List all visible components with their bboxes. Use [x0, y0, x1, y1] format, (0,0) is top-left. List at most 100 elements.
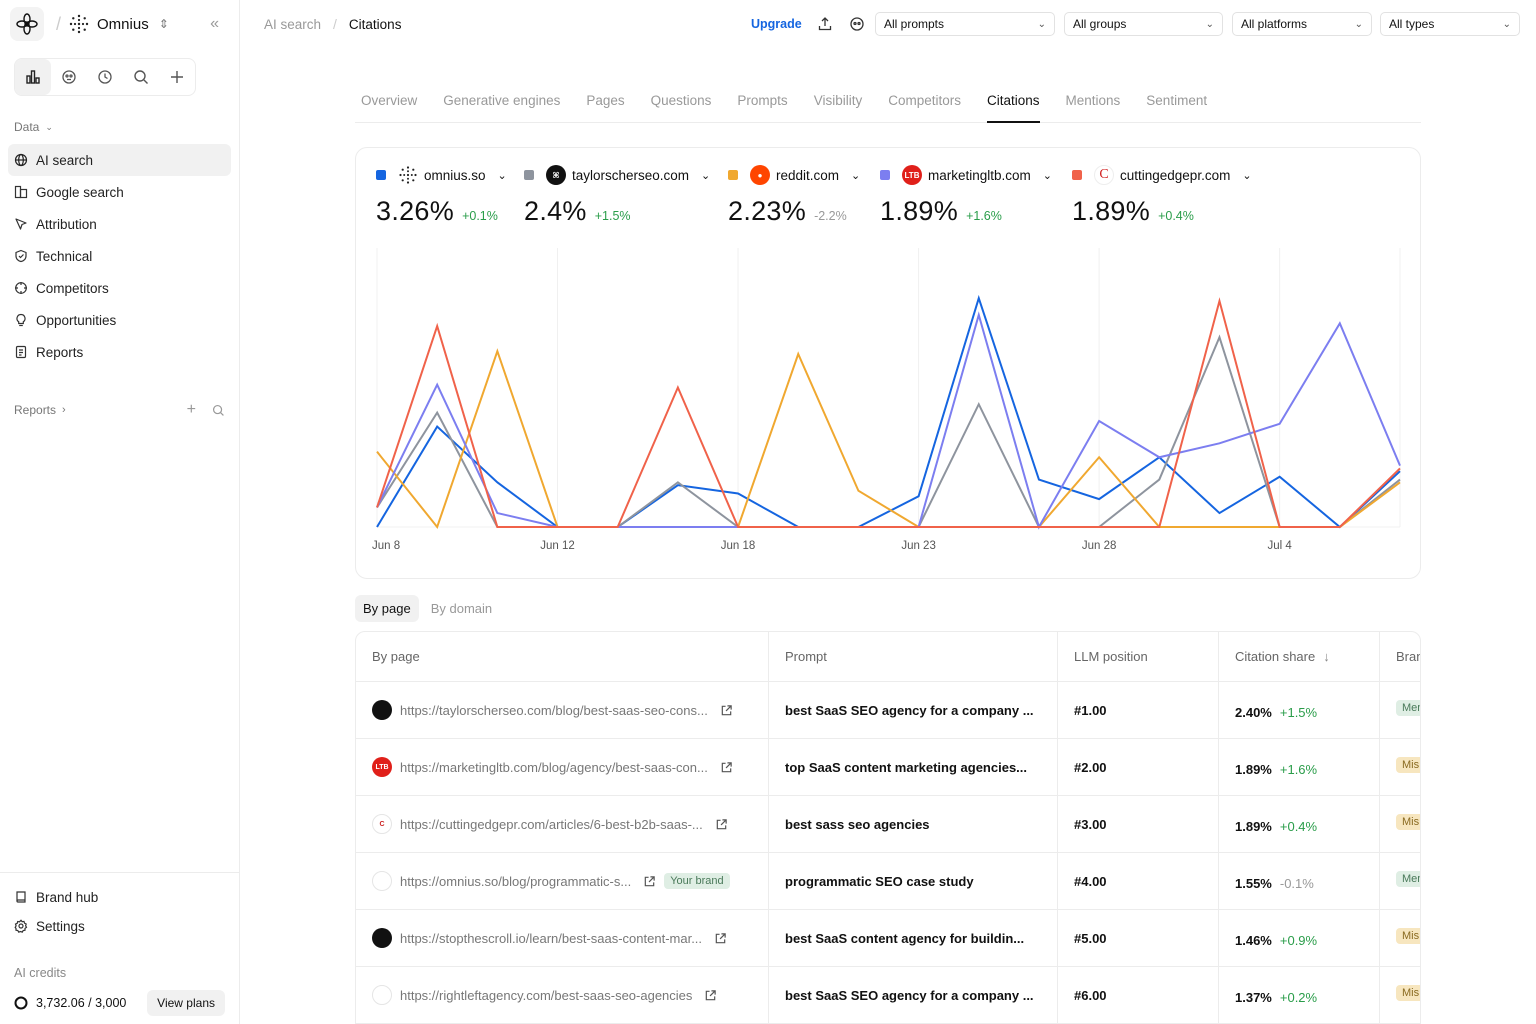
- book-icon: [16, 891, 26, 903]
- platforms-filter[interactable]: All platforms ⌄: [1232, 12, 1372, 36]
- sidebar-item-attribution[interactable]: Attribution: [8, 208, 231, 240]
- sidebar-item-google-search[interactable]: Google search: [8, 176, 231, 208]
- table-row[interactable]: https://omnius.so/blog/programmatic-s...…: [356, 853, 1420, 910]
- col-header-brand[interactable]: Bran: [1396, 649, 1421, 664]
- data-section-label[interactable]: Data ⌄: [0, 120, 239, 134]
- legend-value: 3.26%: [376, 196, 455, 226]
- legend-taylorscherseo[interactable]: ⌘ taylorscherseo.com ⌄ 2.4% +1.5%: [524, 164, 710, 227]
- legend-cuttingedgepr[interactable]: C cuttingedgepr.com ⌄ 1.89% +0.4%: [1072, 164, 1252, 227]
- page-url-link[interactable]: https://omnius.so/blog/programmatic-s...: [400, 873, 632, 889]
- prompt-text[interactable]: best SaaS SEO agency for a company ...: [785, 987, 1034, 1003]
- external-link-icon[interactable]: [720, 704, 733, 717]
- chevron-down-icon: ⌄: [1354, 18, 1363, 30]
- brand-status-chip: Mis: [1396, 928, 1420, 944]
- col-header-prompt[interactable]: Prompt: [769, 632, 1058, 681]
- table-row[interactable]: LTB https://marketingltb.com/blog/agency/…: [356, 739, 1420, 796]
- legend-reddit[interactable]: ● reddit.com ⌄ 2.23% -2.2%: [728, 164, 860, 227]
- credits-value: 3,732.06 / 3,000: [36, 996, 127, 1010]
- prompt-text[interactable]: best SaaS SEO agency for a company ...: [785, 702, 1034, 718]
- sidebar-item-competitors[interactable]: Competitors: [8, 272, 231, 304]
- col-header-page[interactable]: By page: [356, 632, 769, 681]
- export-icon[interactable]: [817, 16, 833, 32]
- cursor-icon: [15, 218, 27, 230]
- sidebar: / Omnius ⇕ « Data ⌄: [0, 0, 240, 1024]
- page-url-link[interactable]: https://stopthescroll.io/learn/best-saas…: [400, 930, 703, 946]
- x-tick-label: Jun 23: [901, 540, 936, 552]
- legend-marketingltb[interactable]: LTB marketingltb.com ⌄ 1.89% +1.6%: [880, 164, 1052, 227]
- sidebar-item-reports[interactable]: Reports: [8, 336, 231, 368]
- citation-share-delta: +1.5%: [1279, 704, 1318, 720]
- series-line-cuttingedgepr-com[interactable]: [376, 297, 1401, 528]
- legend-swatch: [376, 170, 386, 180]
- app-logo[interactable]: [10, 7, 44, 41]
- reports-section-label[interactable]: Reports: [14, 403, 57, 417]
- workspace-switch-icon[interactable]: ⇕: [158, 17, 169, 31]
- page-url-link[interactable]: https://taylorscherseo.com/blog/best-saa…: [400, 702, 708, 718]
- legend-omnius[interactable]: omnius.so ⌄ 3.26% +0.1%: [376, 164, 507, 227]
- sidebar-item-ai-search[interactable]: AI search: [8, 144, 231, 176]
- page-url-link[interactable]: https://cuttingedgepr.com/articles/6-bes…: [400, 816, 703, 832]
- groups-filter[interactable]: All groups ⌄: [1064, 12, 1223, 36]
- brand-status-chip: Mis: [1396, 985, 1420, 1001]
- data-section-text: Data: [14, 120, 40, 134]
- prompt-text[interactable]: programmatic SEO case study: [785, 873, 974, 889]
- series-line-omnius-so[interactable]: [376, 294, 1401, 529]
- page-url-link[interactable]: https://marketingltb.com/blog/agency/bes…: [400, 759, 708, 775]
- analytics-icon-button[interactable]: [15, 59, 51, 95]
- tab-citations[interactable]: Citations: [986, 86, 1040, 123]
- plus-icon: [171, 71, 183, 83]
- col-header-citation-share[interactable]: Citation share ↓: [1219, 632, 1380, 681]
- history-icon-button[interactable]: [87, 59, 123, 95]
- citations-table: By page Prompt LLM position Citation sha…: [355, 631, 1421, 1024]
- llm-position-cell: #5.00: [1058, 910, 1219, 966]
- robot-icon-button[interactable]: [51, 59, 87, 95]
- tab-visibility[interactable]: Visibility: [813, 93, 863, 108]
- tab-mentions[interactable]: Mentions: [1065, 93, 1121, 108]
- types-filter[interactable]: All types ⌄: [1380, 12, 1520, 36]
- sidebar-item-opportunities[interactable]: Opportunities: [8, 304, 231, 336]
- page-url-link[interactable]: https://rightleftagency.com/best-saas-se…: [400, 987, 693, 1003]
- tab-pages[interactable]: Pages: [586, 93, 625, 108]
- view-plans-button[interactable]: View plans: [147, 990, 225, 1016]
- sidebar-item-brand-hub[interactable]: Brand hub: [8, 881, 231, 913]
- prompt-text[interactable]: best sass seo agencies: [785, 816, 930, 832]
- external-link-icon[interactable]: [643, 875, 656, 888]
- col-header-llm-position[interactable]: LLM position: [1058, 632, 1219, 681]
- tab-sentiment[interactable]: Sentiment: [1146, 93, 1208, 108]
- by-domain-toggle[interactable]: By domain: [430, 601, 493, 616]
- breadcrumb-parent[interactable]: AI search: [264, 16, 322, 32]
- tab-prompts[interactable]: Prompts: [737, 93, 788, 108]
- prompts-filter[interactable]: All prompts ⌄: [875, 12, 1055, 36]
- omnius-dots-icon: [69, 14, 89, 34]
- tab-competitors[interactable]: Competitors: [888, 93, 961, 108]
- robot-settings-icon[interactable]: [849, 16, 865, 32]
- chevron-right-icon[interactable]: ›: [62, 404, 66, 416]
- table-row[interactable]: https://taylorscherseo.com/blog/best-saa…: [356, 682, 1420, 739]
- add-report-icon[interactable]: +: [186, 401, 196, 418]
- sidebar-item-technical[interactable]: Technical: [8, 240, 231, 272]
- tab-questions[interactable]: Questions: [650, 93, 712, 108]
- table-row[interactable]: https://stopthescroll.io/learn/best-saas…: [356, 910, 1420, 967]
- series-line-reddit-com[interactable]: [376, 348, 1401, 530]
- external-link-icon[interactable]: [704, 989, 717, 1002]
- sidebar-item-settings[interactable]: Settings: [8, 910, 231, 942]
- llm-position-cell: #6.00: [1058, 967, 1219, 1023]
- upgrade-button[interactable]: Upgrade: [751, 17, 802, 31]
- prompt-text[interactable]: best SaaS content agency for buildin...: [785, 930, 1025, 946]
- tab-generative-engines[interactable]: Generative engines: [443, 93, 561, 108]
- external-link-icon[interactable]: [715, 818, 728, 831]
- workspace-name[interactable]: Omnius: [97, 15, 149, 33]
- collapse-sidebar-icon[interactable]: «: [210, 15, 219, 32]
- table-row[interactable]: https://rightleftagency.com/best-saas-se…: [356, 967, 1420, 1023]
- search-icon-button[interactable]: [123, 59, 159, 95]
- prompt-text[interactable]: top SaaS content marketing agencies...: [785, 759, 1028, 775]
- external-link-icon[interactable]: [720, 761, 733, 774]
- search-reports-icon[interactable]: [212, 404, 225, 417]
- prompt-cell: best sass seo agencies: [769, 796, 1058, 852]
- add-icon-button[interactable]: [159, 59, 195, 95]
- series-line-taylorscherseo-com[interactable]: [376, 334, 1401, 528]
- external-link-icon[interactable]: [714, 932, 727, 945]
- tab-overview[interactable]: Overview: [361, 93, 418, 108]
- by-page-toggle[interactable]: By page: [355, 595, 419, 622]
